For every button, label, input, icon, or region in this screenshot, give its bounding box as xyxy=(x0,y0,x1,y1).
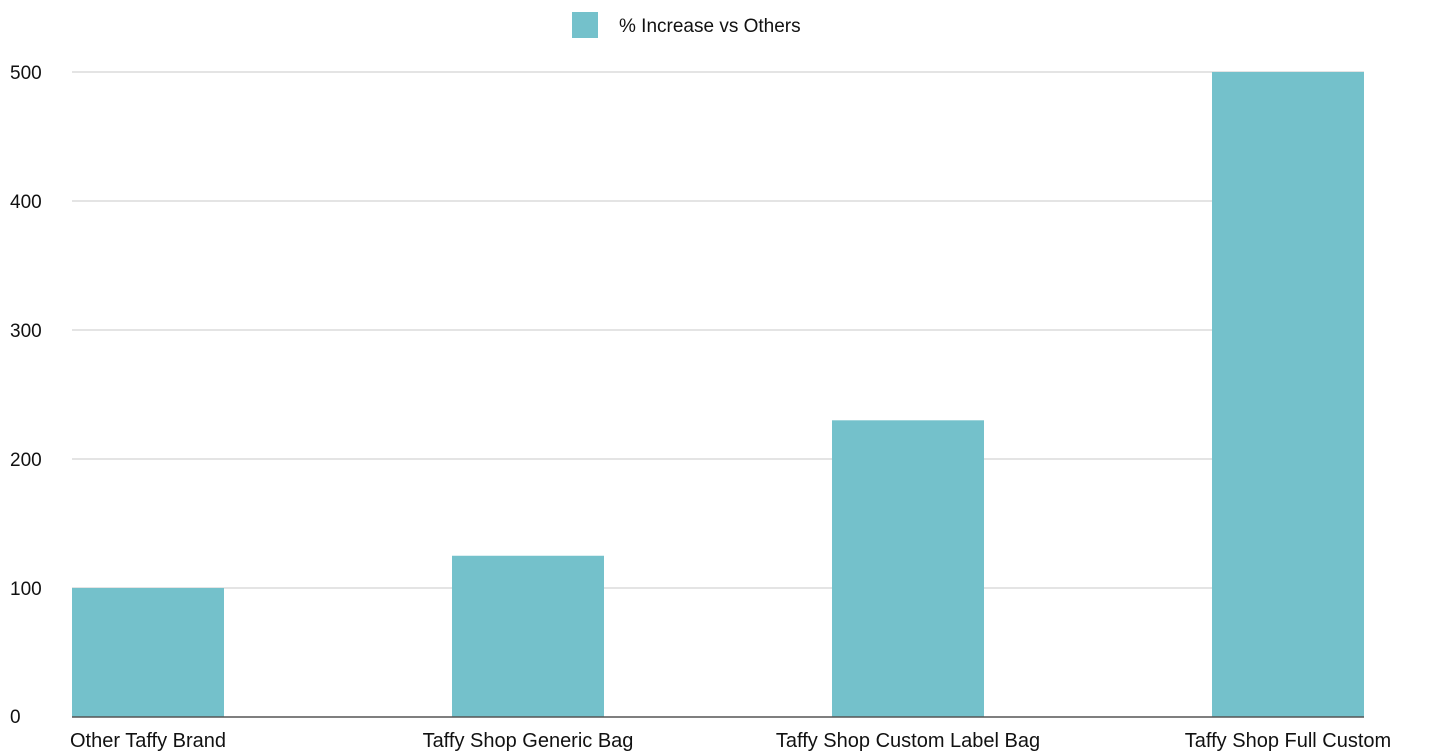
bar xyxy=(832,420,984,717)
x-category-label: Taffy Shop Custom Label Bag xyxy=(776,730,1040,752)
gridlines xyxy=(72,71,1364,589)
legend: % Increase vs Others xyxy=(572,12,801,38)
y-tick-label: 300 xyxy=(10,321,42,342)
y-tick-label: 200 xyxy=(10,450,42,471)
y-tick-label: 100 xyxy=(10,579,42,600)
x-category-label: Taffy Shop Full Custom xyxy=(1185,730,1391,752)
bar xyxy=(1212,72,1364,717)
x-category-label: Taffy Shop Generic Bag xyxy=(423,730,634,752)
legend-swatch xyxy=(572,12,598,38)
y-tick-label: 400 xyxy=(10,192,42,213)
x-category-label: Other Taffy Brand xyxy=(70,730,226,752)
y-axis-ticks: 0 100 200 300 400 500 xyxy=(10,63,42,728)
y-tick-label: 0 xyxy=(10,707,21,728)
x-axis-labels: Other Taffy Brand Taffy Shop Generic Bag T… xyxy=(70,730,1391,752)
legend-label: % Increase vs Others xyxy=(619,16,801,37)
bar xyxy=(72,588,224,717)
bar xyxy=(452,555,604,717)
y-tick-label: 500 xyxy=(10,63,42,84)
bars xyxy=(72,72,1364,717)
